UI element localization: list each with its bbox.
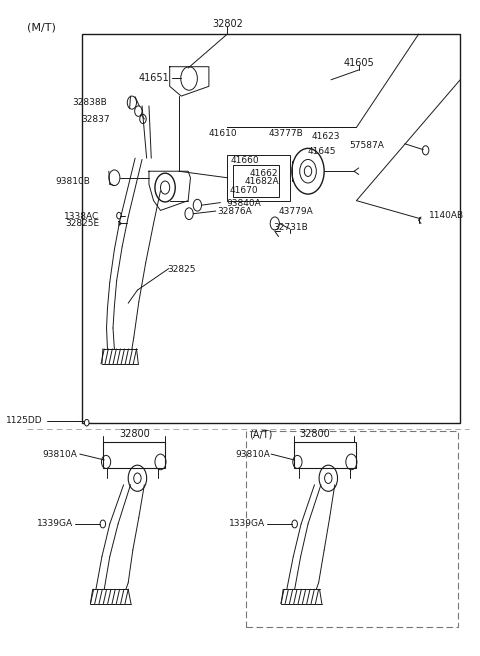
- Bar: [294, 442, 357, 468]
- Text: 32731B: 32731B: [274, 223, 308, 232]
- Text: 41645: 41645: [308, 147, 336, 156]
- Text: 93840A: 93840A: [226, 199, 261, 208]
- Bar: [233, 165, 279, 197]
- Text: 41651: 41651: [139, 73, 170, 83]
- Text: 41610: 41610: [209, 129, 238, 138]
- Text: 41682A: 41682A: [245, 177, 279, 186]
- Text: (A/T): (A/T): [250, 430, 273, 440]
- Bar: [228, 155, 289, 201]
- Text: 32800: 32800: [120, 429, 151, 439]
- Circle shape: [117, 213, 121, 219]
- Circle shape: [100, 520, 106, 528]
- Text: 32838B: 32838B: [72, 98, 108, 107]
- Circle shape: [292, 520, 298, 528]
- Text: 32825E: 32825E: [65, 219, 100, 228]
- Text: 1339GA: 1339GA: [229, 520, 265, 529]
- Text: 43777B: 43777B: [269, 129, 303, 138]
- Circle shape: [304, 166, 312, 176]
- Text: 41623: 41623: [312, 132, 340, 141]
- Text: 32837: 32837: [81, 115, 110, 124]
- Text: 57587A: 57587A: [349, 141, 384, 150]
- Text: (M/T): (M/T): [27, 22, 56, 32]
- Text: 41662: 41662: [250, 169, 278, 178]
- Text: 41605: 41605: [343, 58, 374, 68]
- Text: 1339GA: 1339GA: [37, 520, 73, 529]
- Text: 41660: 41660: [230, 156, 259, 165]
- Text: 32876A: 32876A: [217, 207, 252, 216]
- Circle shape: [84, 419, 89, 426]
- Text: 32802: 32802: [212, 18, 243, 29]
- Text: 32825: 32825: [168, 266, 196, 274]
- Text: 32800: 32800: [300, 429, 330, 439]
- Text: 41670: 41670: [229, 186, 258, 195]
- Text: —: —: [76, 417, 84, 426]
- Text: 93810B: 93810B: [55, 177, 90, 186]
- Text: 93810A: 93810A: [235, 449, 270, 459]
- Text: 1338AC: 1338AC: [64, 212, 100, 221]
- Text: 43779A: 43779A: [278, 207, 313, 216]
- Bar: [246, 431, 458, 627]
- Bar: [103, 442, 165, 468]
- Text: 1125DD: 1125DD: [6, 417, 43, 425]
- Text: 93810A: 93810A: [43, 449, 77, 459]
- Text: 1140AB: 1140AB: [429, 211, 464, 220]
- Bar: [82, 34, 460, 422]
